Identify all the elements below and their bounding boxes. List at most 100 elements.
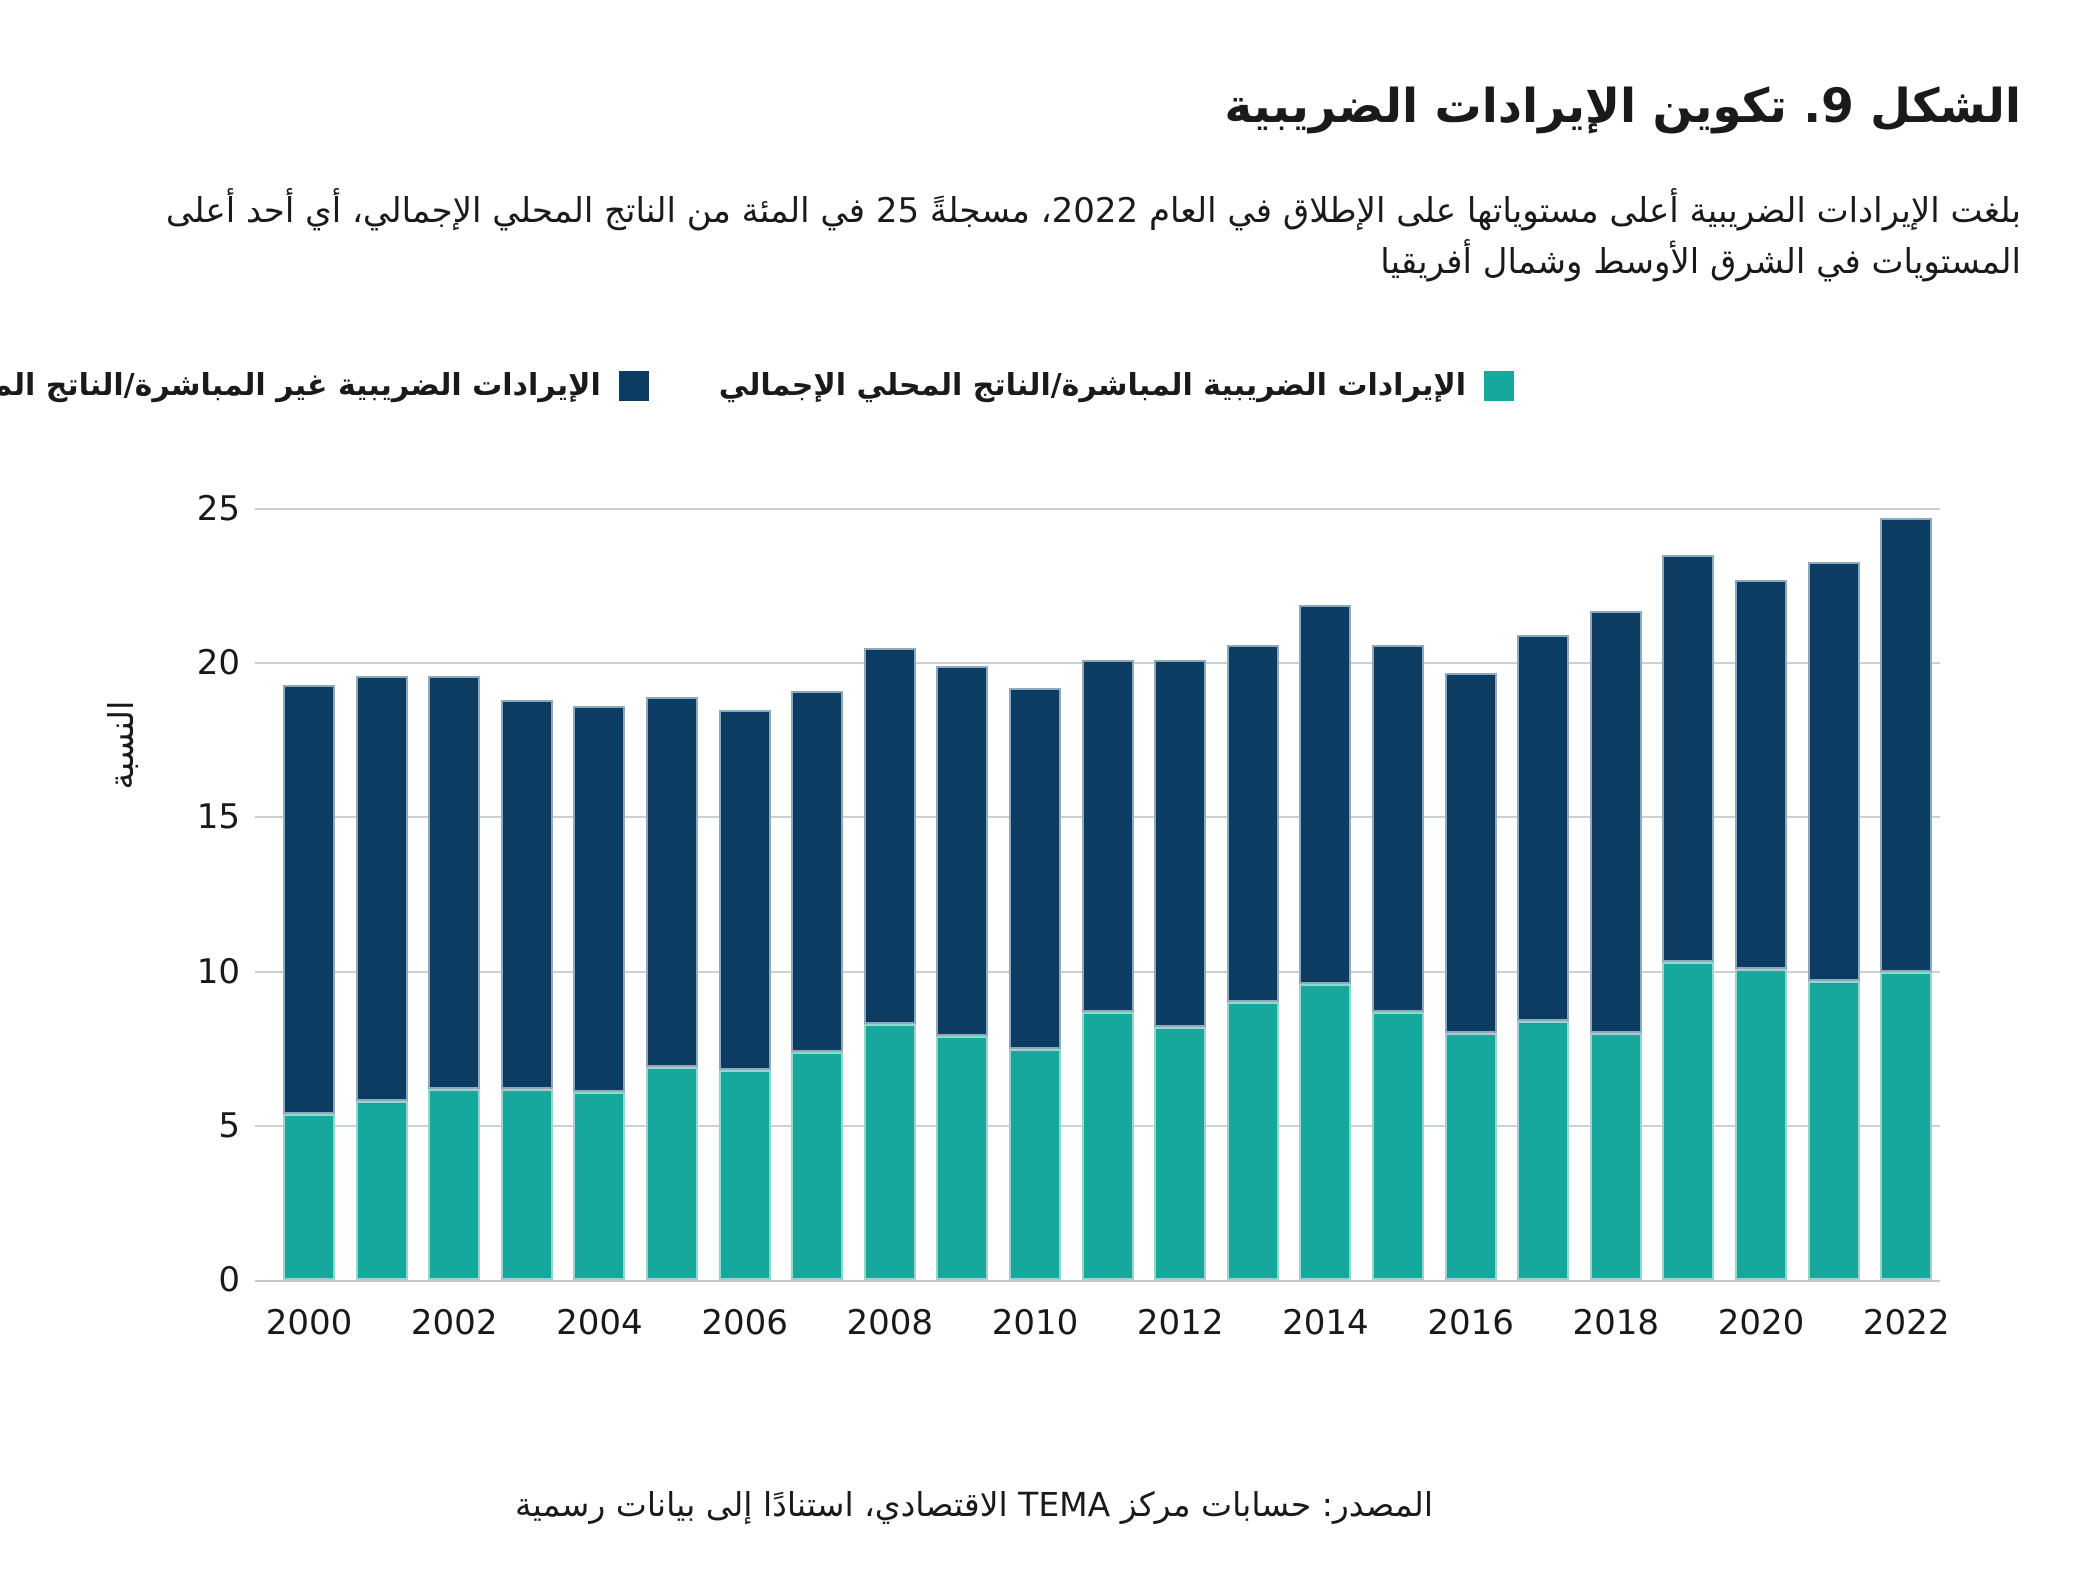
- segment-direct-2000: [283, 1113, 335, 1280]
- segment-direct-2008: [863, 1024, 916, 1280]
- segment-direct-2019: [1662, 962, 1715, 1280]
- segment-direct-2006: [718, 1070, 771, 1280]
- bar-2006: [718, 709, 771, 1280]
- legend-label-indirect: الإيرادات الضريبية غير المباشرة/الناتج ا…: [0, 368, 601, 403]
- segment-direct-2001: [355, 1101, 408, 1280]
- bar-2011: [1081, 660, 1134, 1280]
- segment-direct-2003: [500, 1088, 553, 1280]
- segment-indirect-2012: [1154, 660, 1207, 1028]
- bar-2014: [1299, 604, 1352, 1280]
- segment-indirect-2003: [500, 700, 553, 1089]
- segment-indirect-2001: [355, 675, 408, 1102]
- segment-indirect-2002: [428, 675, 481, 1089]
- x-tick-label-2016: 2016: [1427, 1303, 1514, 1343]
- bar-2009: [936, 666, 989, 1280]
- bar-2000: [283, 684, 335, 1280]
- segment-direct-2009: [936, 1036, 989, 1280]
- bar-2005: [646, 697, 698, 1280]
- segment-indirect-2014: [1299, 604, 1352, 984]
- segment-indirect-2007: [791, 691, 844, 1052]
- source-note: المصدر: حسابات مركز TEMA الاقتصادي، استن…: [514, 1485, 1433, 1524]
- bar-2013: [1226, 644, 1279, 1280]
- x-tick-label-2008: 2008: [846, 1303, 934, 1343]
- bar-2001: [355, 675, 408, 1280]
- bar-2008: [863, 647, 916, 1280]
- segment-direct-2002: [428, 1088, 481, 1280]
- segment-direct-2018: [1589, 1033, 1642, 1280]
- y-tick-label-5: 5: [218, 1105, 240, 1146]
- legend-label-direct: الإيرادات الضريبية المباشرة/الناتج المحل…: [718, 368, 1466, 403]
- bar-2012: [1154, 660, 1207, 1280]
- y-axis-title: النسبة: [102, 700, 142, 790]
- segment-indirect-2008: [863, 647, 916, 1024]
- segment-indirect-2018: [1589, 610, 1642, 1034]
- x-tick-label-2014: 2014: [1282, 1303, 1369, 1343]
- segment-indirect-2020: [1735, 579, 1787, 969]
- x-tick-label-2022: 2022: [1862, 1303, 1950, 1343]
- bar-2004: [573, 706, 626, 1280]
- bar-2002: [428, 675, 481, 1280]
- segment-indirect-2015: [1372, 644, 1424, 1012]
- segment-direct-2021: [1807, 980, 1860, 1280]
- page-title: الشكل 9. تكوين الإيرادات الضريبية: [1224, 79, 2021, 135]
- x-tick-label-2020: 2020: [1717, 1303, 1805, 1343]
- bar-2010: [1009, 687, 1061, 1280]
- bar-2015: [1372, 644, 1424, 1280]
- segment-indirect-2009: [936, 666, 989, 1037]
- segment-direct-2016: [1444, 1033, 1497, 1280]
- segment-indirect-2004: [573, 706, 626, 1092]
- segment-direct-2012: [1154, 1027, 1207, 1280]
- segment-indirect-2006: [718, 709, 771, 1071]
- segment-indirect-2005: [646, 697, 698, 1068]
- legend: الإيرادات الضريبية المباشرة/الناتج المحل…: [0, 368, 1514, 403]
- segment-indirect-2022: [1880, 518, 1933, 972]
- legend-item-indirect: الإيرادات الضريبية غير المباشرة/الناتج ا…: [0, 368, 649, 403]
- y-tick-label-15: 15: [196, 797, 240, 838]
- y-tick-label-10: 10: [196, 951, 240, 992]
- legend-swatch-indirect-icon: [618, 370, 649, 401]
- segment-direct-2007: [791, 1051, 844, 1280]
- bar-2018: [1589, 610, 1642, 1280]
- y-tick-label-25: 25: [196, 489, 240, 529]
- segment-direct-2015: [1372, 1011, 1424, 1280]
- gridline-25: [255, 508, 1940, 510]
- segment-indirect-2011: [1081, 660, 1134, 1012]
- bar-2022: [1880, 518, 1933, 1280]
- segment-direct-2010: [1009, 1048, 1061, 1280]
- segment-indirect-2000: [283, 684, 335, 1114]
- legend-swatch-direct-icon: [1484, 370, 1514, 401]
- x-tick-label-2012: 2012: [1136, 1303, 1224, 1343]
- y-tick-label-0: 0: [218, 1260, 240, 1300]
- segment-indirect-2010: [1009, 687, 1061, 1049]
- segment-direct-2004: [573, 1091, 626, 1280]
- bar-2019: [1662, 555, 1715, 1280]
- segment-direct-2013: [1226, 1002, 1279, 1280]
- segment-direct-2020: [1735, 968, 1787, 1280]
- segment-indirect-2017: [1517, 635, 1570, 1021]
- x-tick-label-2006: 2006: [701, 1303, 788, 1343]
- x-tick-label-2002: 2002: [410, 1303, 498, 1343]
- plot-area: [255, 508, 1940, 1282]
- bar-2016: [1444, 672, 1497, 1280]
- segment-indirect-2016: [1444, 672, 1497, 1034]
- bar-2003: [500, 700, 553, 1280]
- x-tick-label-2000: 2000: [265, 1303, 353, 1343]
- legend-item-direct: الإيرادات الضريبية المباشرة/الناتج المحل…: [719, 368, 1514, 403]
- x-tick-label-2010: 2010: [991, 1303, 1079, 1343]
- segment-indirect-2019: [1662, 555, 1715, 963]
- segment-indirect-2013: [1226, 644, 1279, 1003]
- segment-direct-2011: [1081, 1011, 1134, 1280]
- chart-subtitle: بلغت الإيرادات الضريبية أعلى مستوياتها ع…: [165, 191, 2021, 282]
- segment-indirect-2021: [1807, 561, 1860, 981]
- segment-direct-2005: [646, 1067, 698, 1280]
- segment-direct-2014: [1299, 983, 1352, 1280]
- segment-direct-2017: [1517, 1020, 1570, 1280]
- bar-2020: [1735, 579, 1787, 1280]
- bar-2021: [1807, 561, 1860, 1280]
- bar-2007: [791, 691, 844, 1280]
- bar-2017: [1517, 635, 1570, 1280]
- segment-direct-2022: [1880, 971, 1933, 1280]
- y-tick-label-20: 20: [196, 643, 240, 684]
- x-tick-label-2018: 2018: [1572, 1303, 1660, 1343]
